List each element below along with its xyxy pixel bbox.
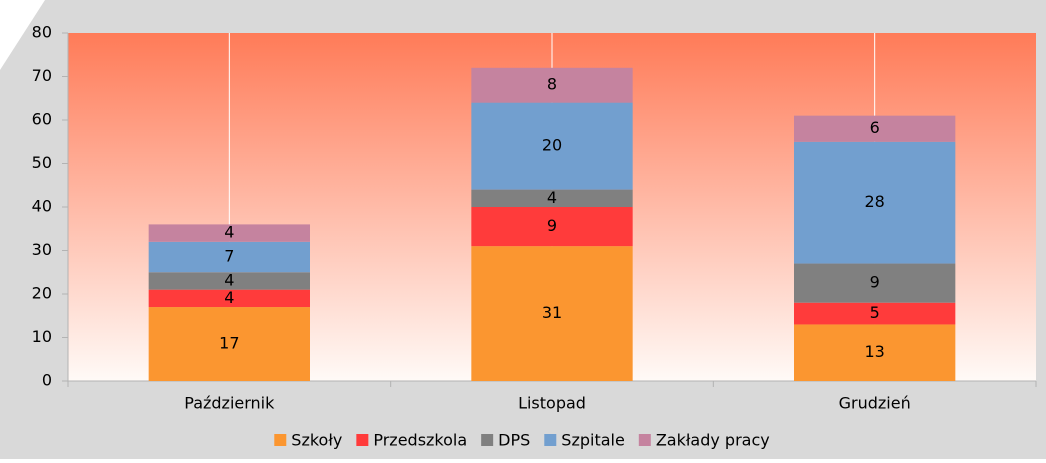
data-label: 13 — [864, 342, 884, 361]
data-label: 28 — [864, 192, 884, 211]
data-label: 20 — [542, 136, 562, 155]
y-tick-label: 0 — [42, 371, 52, 390]
data-label: 4 — [224, 270, 234, 289]
legend-label: Szpitale — [561, 431, 625, 450]
data-label: 4 — [224, 288, 234, 307]
data-label: 8 — [547, 75, 557, 94]
y-tick-label: 60 — [32, 110, 52, 129]
y-tick-label: 80 — [32, 23, 52, 42]
x-tick-label: Grudzień — [839, 394, 911, 413]
x-tick-label: Listopad — [518, 394, 586, 413]
bar-segment — [471, 67, 633, 103]
bar-segment — [794, 141, 956, 264]
data-label: 4 — [547, 188, 557, 207]
bar-segment — [148, 224, 310, 242]
bar-segment — [471, 207, 633, 247]
bar-segment — [471, 246, 633, 381]
legend-label: DPS — [498, 431, 530, 450]
y-tick-label: 50 — [32, 153, 52, 172]
data-label: 9 — [547, 216, 557, 235]
data-label: 31 — [542, 303, 562, 322]
bar-segment — [148, 241, 310, 273]
data-label: 4 — [224, 223, 234, 242]
bar-segment — [794, 302, 956, 325]
data-label: 7 — [224, 247, 234, 266]
bar-segment — [148, 289, 310, 308]
legend-swatch — [274, 434, 287, 446]
legend-swatch — [638, 434, 651, 446]
y-tick-label: 30 — [32, 240, 52, 259]
bar-segment — [148, 272, 310, 290]
y-tick-label: 20 — [32, 284, 52, 303]
y-tick-label: 10 — [32, 327, 52, 346]
legend-label: Przedszkola — [373, 431, 467, 450]
data-label: 17 — [219, 334, 239, 353]
y-tick-label: 70 — [32, 66, 52, 85]
legend-swatch — [356, 434, 369, 446]
legend-swatch — [544, 434, 557, 446]
data-label: 9 — [870, 273, 880, 292]
legend-label: Szkoły — [291, 431, 342, 450]
corner — [0, 0, 45, 70]
data-label: 6 — [870, 118, 880, 137]
bar-segment — [148, 307, 310, 381]
bar-segment — [471, 102, 633, 190]
data-label: 5 — [870, 303, 880, 322]
legend-swatch — [481, 434, 494, 446]
bar-segment — [794, 115, 956, 142]
legend-label: Zakłady pracy — [656, 431, 770, 450]
bar-segment — [794, 263, 956, 303]
bar-segment — [471, 189, 633, 207]
y-tick-label: 40 — [32, 197, 52, 216]
bar-segment — [794, 324, 956, 381]
legend: Szkoły Przedszkola DPS Szpitale Zakłady prac… — [274, 431, 770, 450]
x-tick-label: Październik — [184, 394, 275, 413]
